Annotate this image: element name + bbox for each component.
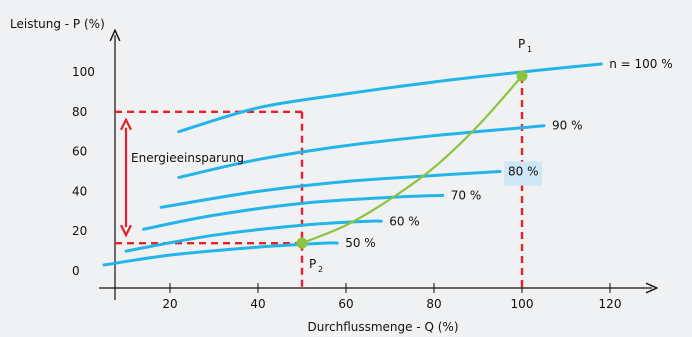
speed-curve-label: 60 % [389,214,420,228]
speed-curve-line [142,193,445,231]
operating-points: P 1P 2 [296,37,532,274]
operating-point-subscript: 1 [527,45,532,54]
x-axis-label: Durchflussmenge - Q (%) [307,320,458,334]
speed-curve-line [177,62,603,134]
dashed-reference-lines [115,75,524,288]
speed-curve-label: 80 % [508,165,539,179]
y-tick-label: 40 [72,184,87,198]
speed-curve-line [102,241,339,267]
y-axis-label: Leistung - P (%) [10,17,105,31]
speed-curves: n = 100 % 90 % 80 % 70 % 60 % 50 % [102,57,673,267]
operating-point-marker [516,70,528,82]
y-tick-label: 20 [72,224,87,238]
x-tick-label: 60 [338,297,353,311]
system-curve-group [301,75,523,245]
system-curve-line [301,75,523,245]
y-tick-label: 0 [72,264,80,278]
speed-curve-label-highlight [504,161,542,186]
energy-saving-arrow-head-up [120,117,132,131]
speed-curve-line [177,124,546,179]
speed-curve-label: 90 % [552,119,583,133]
y-tick-label: 60 [72,145,87,159]
y-tick-label: 100 [72,65,95,79]
x-tick-label: 100 [511,297,534,311]
operating-point-label: P [518,37,525,51]
speed-curve-line [159,170,502,209]
speed-curve-label: 50 % [345,236,376,250]
energy-saving-arrow-head-down [120,224,132,238]
y-tick-label: 80 [72,105,87,119]
operating-point-marker [296,237,308,249]
energy-saving-annotation: Energieeinsparung [120,117,244,238]
x-tick-label: 120 [599,297,622,311]
tick-group: 20 40 60 80 100 120 0 20 40 60 80 100 [72,65,621,311]
operating-point-subscript: 2 [318,265,323,274]
x-tick-label: 80 [426,297,441,311]
operating-point-label: P [309,257,316,271]
speed-curve-line [124,219,383,253]
x-tick-label: 40 [250,297,265,311]
x-tick-label: 20 [162,297,177,311]
speed-curve-label: 70 % [451,188,482,202]
speed-curve-label: n = 100 % [609,57,672,71]
energy-saving-label: Energieeinsparung [131,151,244,165]
